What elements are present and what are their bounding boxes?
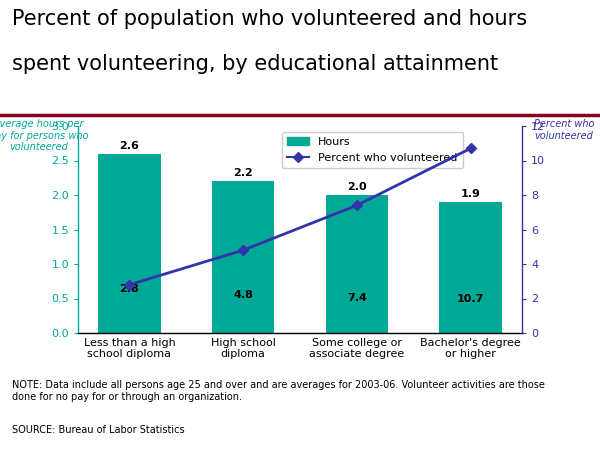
Text: 2.0: 2.0 [347,182,367,192]
Text: SOURCE: Bureau of Labor Statistics: SOURCE: Bureau of Labor Statistics [12,425,185,435]
Text: Percent who
volunteered: Percent who volunteered [534,119,594,141]
Text: 1.9: 1.9 [461,189,481,199]
Text: Average hours per
day for persons who
volunteered: Average hours per day for persons who vo… [0,119,89,153]
Bar [326,195,388,333]
Text: 10.7: 10.7 [457,294,484,304]
Text: spent volunteering, by educational attainment: spent volunteering, by educational attai… [12,54,498,74]
Text: 2.6: 2.6 [119,141,139,151]
Bar [98,153,161,333]
Text: 2.8: 2.8 [119,284,139,293]
Text: Percent of population who volunteered and hours: Percent of population who volunteered an… [12,9,527,29]
Legend: Hours, Percent who volunteered: Hours, Percent who volunteered [281,131,463,168]
Bar [439,202,502,333]
Text: 4.8: 4.8 [233,290,253,300]
Text: 2.2: 2.2 [233,168,253,179]
Text: 7.4: 7.4 [347,292,367,303]
Text: NOTE: Data include all persons age 25 and over and are averages for 2003-06. Vol: NOTE: Data include all persons age 25 an… [12,380,545,402]
Bar [212,181,274,333]
